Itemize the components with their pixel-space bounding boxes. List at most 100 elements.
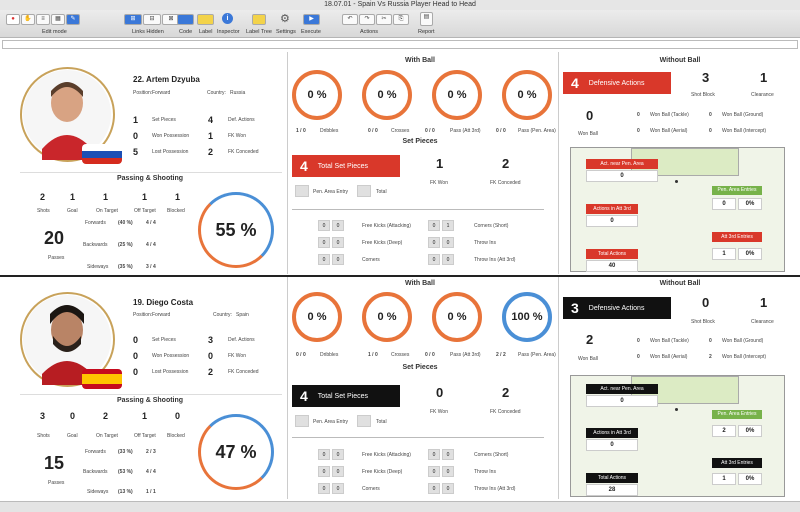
gear-icon[interactable]: ⚙ [280, 13, 290, 25]
total-set-pieces-label: Total Set Pieces [317, 162, 368, 170]
path-bar[interactable] [2, 40, 798, 49]
undo-icon[interactable]: ↶ [342, 13, 358, 25]
shot-block-label: Shot Block [691, 92, 715, 98]
goal-label: Goal [67, 208, 78, 214]
goal-value: 1 [70, 192, 76, 202]
wb-intercept-label: Won Ball (Intercept) [722, 354, 767, 360]
redo-icon[interactable]: ↷ [359, 13, 375, 25]
goal-value: 0 [70, 411, 76, 421]
list-icon[interactable]: ≡ [36, 13, 50, 25]
paste-icon[interactable]: ⎘ [393, 13, 409, 25]
label-tree-icon[interactable] [252, 14, 266, 25]
country-value: Spain [236, 312, 249, 318]
label-button[interactable] [197, 14, 214, 25]
report-icon[interactable]: ▤ [420, 12, 433, 26]
sp-fk-conceded-value: 2 [502, 385, 510, 400]
throw-ins-label: Throw Ins [474, 469, 496, 475]
throw-ins-b: 0 [442, 237, 454, 248]
sideways-value: 1 / 1 [146, 489, 156, 495]
blocked-label: Blocked [167, 208, 185, 214]
edit-icon[interactable]: ✎ [66, 13, 80, 25]
crosses-value: 1 / 0 [368, 352, 378, 358]
crosses-ring: 0 % [362, 70, 412, 120]
total-label: Total [376, 189, 387, 195]
def-actions-value: 3 [208, 335, 214, 345]
hand-icon[interactable]: ✋ [21, 13, 35, 25]
dribbles-ring: 0 % [292, 70, 342, 120]
player-name: 19. Diego Costa [133, 298, 194, 307]
throw-ins-att3-a: 0 [428, 483, 440, 494]
link-hide-icon[interactable]: ⊟ [143, 13, 161, 25]
set-pieces-label: Set Pieces [152, 117, 176, 123]
fk-conceded-value: 2 [208, 147, 214, 157]
throw-ins-att3-b: 0 [442, 254, 454, 265]
pen-area-entries-label: Pen. Area Entries [712, 410, 762, 419]
with-ball-header: With Ball [405, 280, 435, 287]
on-target-value: 2 [103, 411, 109, 421]
code-button[interactable] [177, 14, 194, 25]
on-target-label: On Target [96, 433, 118, 439]
throw-ins-att3-a: 0 [428, 254, 440, 265]
status-bar [0, 501, 800, 512]
country-label: Country: [207, 90, 226, 96]
record-icon[interactable]: ● [6, 13, 20, 25]
wb-aerial-value: 0 [637, 354, 640, 360]
info-icon[interactable]: i [222, 13, 233, 24]
pass-att3-ring: 0 % [432, 70, 482, 120]
pass-pen-ring: 100 % [502, 292, 552, 342]
wb-aerial-label: Won Ball (Aerial) [650, 354, 688, 360]
set-pieces-label: Set Pieces [152, 337, 176, 343]
lost-possession-label: Lost Possession [152, 149, 189, 155]
backwards-pct: (25 %) [118, 242, 133, 248]
execute-label: Execute [301, 29, 321, 35]
fk-won-label: FK Won [228, 133, 246, 139]
sp-fk-won-value: 0 [436, 385, 444, 400]
settings-label: Settings [276, 29, 296, 35]
defensive-actions-value: 4 [571, 75, 579, 91]
goal-label: Goal [67, 433, 78, 439]
clearance-value: 1 [760, 70, 768, 85]
won-ball-value: 0 [586, 108, 594, 123]
actions-group: ↶ ↷ ✂ ⎘ [342, 12, 409, 26]
fk-deep-a: 0 [318, 466, 330, 477]
pass-att3-ring: 0 % [432, 292, 482, 342]
penalty-spot [675, 180, 678, 183]
on-target-label: On Target [96, 208, 118, 214]
fk-won-value: 1 [208, 131, 214, 141]
pass-att3-label: Pass (Att 3rd) [450, 128, 481, 134]
execute-button[interactable]: ▶ [303, 14, 320, 25]
sp-fk-won-label: FK Won [430, 180, 448, 186]
actions-att3-value: 0 [586, 439, 638, 451]
total-set-pieces-banner: 4 Total Set Pieces [292, 385, 400, 407]
sp-fk-won-label: FK Won [430, 409, 448, 415]
cut-icon[interactable]: ✂ [376, 13, 392, 25]
position-value: Forward [152, 90, 171, 96]
dribbles-value: 1 / 0 [296, 128, 306, 134]
total-set-pieces-label: Total Set Pieces [317, 392, 368, 400]
dribbles-label: Dribbles [320, 128, 339, 134]
def-actions-label: Def. Actions [228, 117, 255, 123]
forwards-label: Forwards [85, 449, 106, 455]
wb-ground-value: 0 [709, 112, 712, 118]
grid-icon[interactable]: ▦ [51, 13, 65, 25]
corners-label: Corners [362, 486, 380, 492]
sp-fk-conceded-label: FK Conceded [490, 180, 521, 186]
att3-entries-count: 1 [712, 248, 736, 260]
pen-entries-count: 2 [712, 425, 736, 437]
pass-pen-value: 2 / 2 [496, 352, 506, 358]
blocked-value: 1 [175, 192, 181, 202]
throw-ins-att3-b: 0 [442, 483, 454, 494]
passes-value: 15 [44, 453, 65, 473]
total-set-pieces-value: 4 [300, 158, 308, 174]
window-title: 18.07.01 - Spain Vs Russia Player Head t… [0, 0, 800, 10]
wb-ground-label: Won Ball (Ground) [722, 112, 764, 118]
actions-att3-value: 0 [586, 215, 638, 227]
pass-att3-value: 0 / 0 [425, 128, 435, 134]
pass-pen-label: Pass (Pen. Area) [518, 128, 556, 134]
fk-deep-label: Free Kicks (Deep) [362, 240, 403, 246]
fk-att-b: 0 [332, 449, 344, 460]
corners-short-a: 0 [428, 220, 440, 231]
fk-att-a: 0 [318, 449, 330, 460]
fk-att-a: 0 [318, 220, 330, 231]
link-icon[interactable]: ⊞ [124, 13, 142, 25]
